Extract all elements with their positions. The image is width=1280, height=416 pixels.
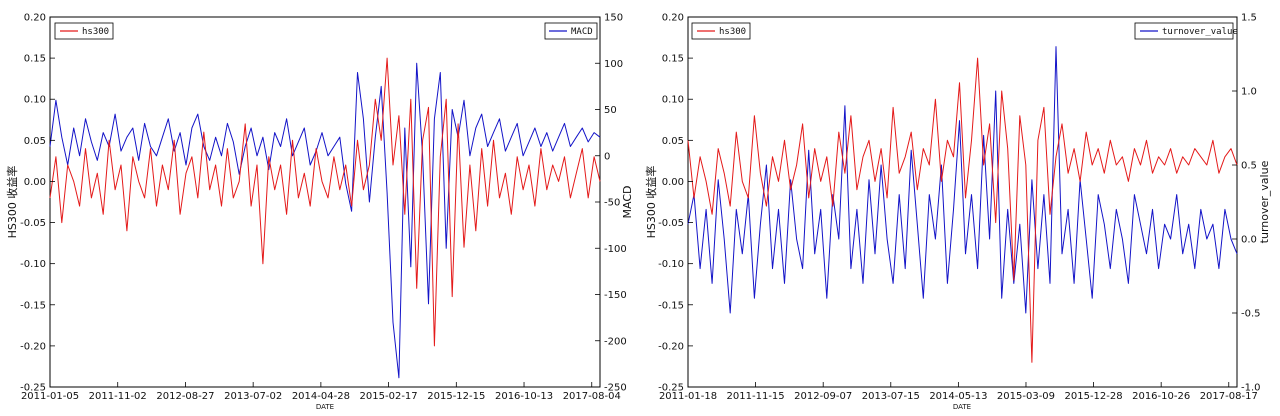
y-tick-label-right-turnover: 1.5	[1241, 13, 1257, 24]
x-tick-label-turnover: 2012-09-07	[794, 391, 852, 402]
x-tick-label-turnover: 2015-03-09	[997, 391, 1055, 402]
legend-box-turnover-value	[1134, 22, 1234, 40]
plot-frame-turnover	[687, 16, 1238, 388]
y-tick-label-right-turnover: 1.0	[1241, 87, 1257, 98]
legend-hs300-turnover: hs300	[691, 22, 751, 40]
y-axis-label-right-turnover: turnover_value	[1258, 160, 1271, 243]
legend-macd: MACD	[544, 22, 598, 40]
x-axis-label-turnover: DATE	[953, 403, 971, 411]
y-tick-label-right-turnover: -0.5	[1241, 309, 1261, 320]
y-tick-label-left-turnover: -0.10	[658, 259, 684, 270]
x-axis-label-macd: DATE	[316, 403, 334, 411]
y-tick-label-right-macd: 50	[604, 105, 617, 116]
y-tick-label-left-macd: 0.10	[24, 95, 46, 106]
x-tick-label-turnover: 2011-01-18	[659, 391, 717, 402]
series-lines-macd	[49, 57, 601, 379]
x-tick-label-macd: 2013-07-02	[224, 391, 282, 402]
plot-frame-macd	[49, 16, 601, 388]
y-tick-label-right-turnover: -1.0	[1241, 383, 1261, 394]
x-tick-label-macd: 2011-01-05	[21, 391, 79, 402]
y-tick-label-right-macd: 0	[604, 151, 610, 162]
y-tick-label-right-macd: -100	[604, 244, 627, 255]
y-tick-label-left-turnover: 0.15	[662, 54, 684, 65]
x-tick-label-macd: 2014-04-28	[292, 391, 350, 402]
y-tick-label-left-macd: 0.05	[24, 136, 46, 147]
y-tick-label-left-macd: 0.20	[24, 13, 46, 24]
legend-label-macd: MACD	[571, 27, 593, 37]
legend-hs300-macd: hs300	[54, 22, 114, 40]
y-tick-label-left-turnover: -0.25	[658, 383, 684, 394]
y-tick-label-left-macd: -0.05	[20, 218, 46, 229]
y-tick-label-left-turnover: -0.15	[658, 300, 684, 311]
y-tick-label-right-macd: -200	[604, 336, 627, 347]
series-line-turnover-value-turnover	[687, 46, 1238, 314]
y-tick-label-left-macd: 0.00	[24, 177, 46, 188]
y-tick-label-left-macd: -0.20	[20, 341, 46, 352]
y-tick-label-right-macd: -150	[604, 290, 627, 301]
x-tick-label-turnover: 2016-10-26	[1132, 391, 1190, 402]
x-tick-label-macd: 2011-11-02	[89, 391, 147, 402]
x-tick-label-macd: 2012-08-27	[156, 391, 214, 402]
y-axis-label-right-macd: MACD	[621, 186, 634, 219]
legend-turnover-value: turnover_value	[1134, 22, 1238, 40]
y-tick-label-left-macd: 0.15	[24, 54, 46, 65]
y-tick-label-right-macd: 150	[604, 13, 623, 24]
y-tick-label-right-macd: 100	[604, 59, 623, 70]
legend-box-macd	[544, 22, 598, 40]
y-tick-label-left-macd: -0.25	[20, 383, 46, 394]
chart-panel-turnover: -0.25 -0.20 -0.15 -0.10 -0.05 0.00 0.05 0.10 0.1…	[644, 13, 1271, 412]
y-axis-label-left-turnover: HS300 收益率	[644, 166, 658, 239]
y-tick-label-left-macd: -0.10	[20, 259, 46, 270]
y-tick-label-left-turnover: 0.05	[662, 136, 684, 147]
x-tick-label-turnover: 2015-12-28	[1065, 391, 1123, 402]
legend-box-hs300-macd	[54, 22, 114, 40]
x-tick-label-turnover: 2013-07-15	[862, 391, 920, 402]
axes-macd: -0.25 -0.20 -0.15 -0.10 -0.05 0.00 0.05 0.10 0.1…	[20, 13, 627, 403]
x-tick-label-macd: 2015-12-15	[427, 391, 485, 402]
series-line-hs300-turnover	[687, 57, 1238, 363]
y-axis-label-left-macd: HS300 收益率	[5, 166, 19, 239]
series-line-MACD-macd	[49, 62, 601, 379]
y-tick-label-left-macd: -0.15	[20, 300, 46, 311]
x-tick-label-turnover: 2011-11-15	[727, 391, 785, 402]
x-tick-label-macd: 2017-08-04	[563, 391, 621, 402]
y-tick-label-left-turnover: 0.20	[662, 13, 684, 24]
y-tick-label-left-turnover: 0.00	[662, 177, 684, 188]
series-line-hs300-macd	[49, 57, 601, 347]
chart-panel-macd: -0.25 -0.20 -0.15 -0.10 -0.05 0.00 0.05 0.10 0.1…	[5, 13, 634, 412]
legend-box-hs300-turnover	[691, 22, 751, 40]
y-tick-label-right-turnover: 0.5	[1241, 161, 1257, 172]
x-tick-label-macd: 2016-10-13	[495, 391, 553, 402]
y-tick-label-left-turnover: -0.20	[658, 341, 684, 352]
y-tick-label-right-macd: -50	[604, 198, 620, 209]
x-tick-label-turnover: 2017-08-17	[1200, 391, 1258, 402]
y-tick-label-left-turnover: -0.05	[658, 218, 684, 229]
legend-label-hs300-macd: hs300	[82, 27, 109, 37]
series-lines-turnover	[687, 46, 1238, 363]
y-tick-label-right-turnover: 0.0	[1241, 235, 1257, 246]
legend-label-turnover-value: turnover_value	[1162, 27, 1238, 37]
y-tick-label-right-macd: -250	[604, 383, 627, 394]
axes-turnover: -0.25 -0.20 -0.15 -0.10 -0.05 0.00 0.05 0.10 0.1…	[658, 13, 1260, 403]
x-tick-label-macd: 2015-02-17	[360, 391, 418, 402]
legend-label-hs300-turnover: hs300	[719, 27, 746, 37]
x-tick-label-turnover: 2014-05-13	[929, 391, 987, 402]
y-tick-label-left-turnover: 0.10	[662, 95, 684, 106]
